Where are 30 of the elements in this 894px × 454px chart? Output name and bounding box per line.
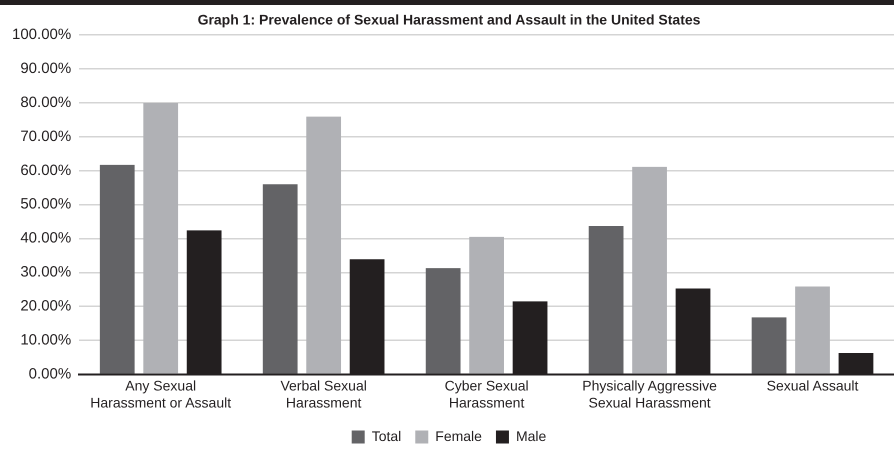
y-tick-label: 100.00% [12, 26, 72, 43]
bar [426, 268, 461, 374]
bar [795, 286, 830, 374]
y-tick-label: 70.00% [20, 128, 72, 145]
bar [143, 103, 178, 374]
y-tick-label: 30.00% [20, 264, 72, 281]
x-tick-label: Any Sexual Harassment or Assault [90, 378, 232, 410]
bar [100, 164, 135, 374]
y-tick-label: 60.00% [20, 162, 72, 179]
bar [262, 184, 298, 374]
x-tick-label: Verbal Sexual Harassment [280, 378, 367, 410]
y-tick-label: 0.00% [28, 366, 72, 383]
bar [632, 166, 667, 374]
y-tick-label: 10.00% [20, 332, 72, 349]
bar [469, 236, 504, 374]
bar [588, 226, 624, 374]
y-tick-label: 50.00% [20, 196, 72, 213]
y-tick-label: 40.00% [20, 230, 72, 247]
x-tick-label: Sexual Assault [766, 378, 859, 394]
legend-label: Total [372, 428, 402, 444]
legend-label: Female [435, 428, 482, 444]
x-tick-label: Physically Aggressive Sexual Harassment [582, 378, 718, 410]
legend-label: Male [516, 428, 547, 444]
bar [306, 116, 342, 374]
bar [752, 317, 786, 374]
y-tick-label: 80.00% [20, 94, 72, 111]
y-tick-label: 90.00% [20, 60, 72, 77]
x-tick-label: Cyber Sexual Harassment [444, 378, 529, 410]
y-tick-label: 20.00% [20, 298, 72, 315]
chart-title: Graph 1: Prevalence of Sexual Harassment and Assault in the United States [198, 11, 701, 28]
